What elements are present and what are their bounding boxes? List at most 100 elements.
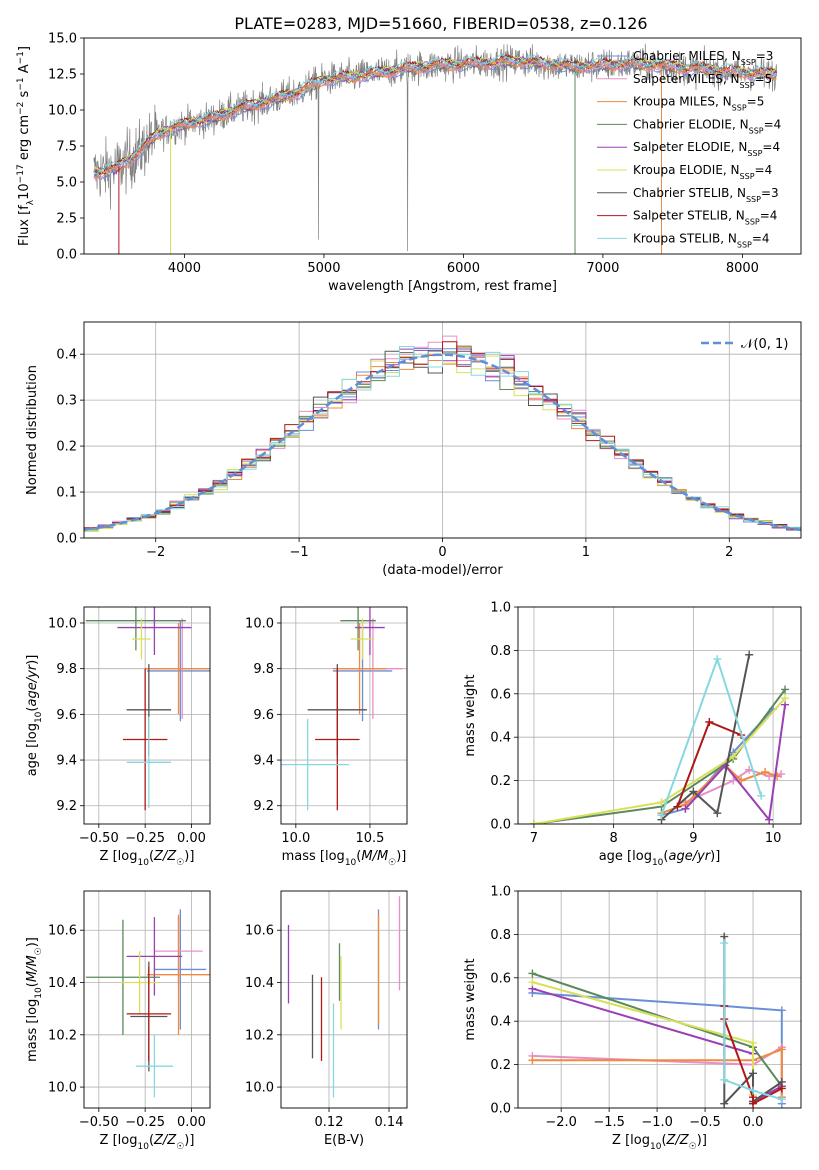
observed-spectrum-line <box>93 43 778 252</box>
y-tick-label: 10.2 <box>245 1028 274 1043</box>
weight-series-line <box>532 1047 783 1098</box>
weight-point-marker <box>729 752 738 761</box>
x-tick-label: 5000 <box>307 261 340 276</box>
y-tick-label: 9.2 <box>56 799 77 814</box>
y-tick-label: 0.6 <box>490 971 511 986</box>
y-axis-label: mass weight <box>463 958 478 1040</box>
weight-series-line <box>533 688 786 824</box>
model-spectrum-line <box>93 53 778 175</box>
weight-point-marker <box>777 1006 786 1015</box>
x-tick-label: −2 <box>146 545 165 560</box>
weight-point-marker <box>729 776 738 785</box>
axes-frame <box>83 606 211 825</box>
axes-frame <box>83 321 802 539</box>
y-tick-label: 12.5 <box>48 68 77 83</box>
model-spectrum-line <box>93 57 777 179</box>
y-tick-label: 10.0 <box>48 104 77 119</box>
legend-entry: Chabrier MILES, NSSP=3 <box>633 49 773 67</box>
plot-area <box>528 932 786 1108</box>
x-tick-label: 7000 <box>586 261 619 276</box>
y-tick-label: 9.4 <box>253 754 274 769</box>
weight-point-marker <box>713 809 722 818</box>
y-tick-label: 1.0 <box>490 601 511 616</box>
y-tick-label: 9.8 <box>253 662 274 677</box>
x-tick-label: 10.0 <box>281 831 310 846</box>
model-spectrum-line <box>93 58 778 181</box>
x-tick-label: −0.25 <box>125 1115 165 1130</box>
y-tick-label: 7.5 <box>56 140 77 155</box>
y-axis-label: Flux [fλ10−17 erg cm−2 s−1 A−1] <box>16 46 36 246</box>
axes-frame <box>280 606 408 825</box>
weight-point-marker <box>761 767 770 776</box>
y-tick-label: 0.1 <box>56 486 77 501</box>
y-tick-label: 0.2 <box>490 774 511 789</box>
plot-area <box>287 896 401 1098</box>
x-tick-label: 0.00 <box>177 831 206 846</box>
x-tick-label: −2.0 <box>545 1115 577 1130</box>
y-tick-label: 10.0 <box>245 1081 274 1096</box>
x-tick-label: −1 <box>290 545 309 560</box>
axes-frame <box>83 37 802 255</box>
y-tick-label: 15.0 <box>48 32 77 47</box>
legend-entry: Salpeter ELODIE, NSSP=4 <box>633 140 780 158</box>
y-tick-label: 1.0 <box>490 885 511 900</box>
weight-point-marker <box>749 1069 758 1078</box>
weight-point-marker <box>745 650 754 659</box>
weight-point-marker <box>781 694 790 703</box>
y-tick-label: 9.8 <box>56 662 77 677</box>
mass-vs-ebv-panel: 0.12 0.14 10.0 10.2 10.4 10.6 E(B-V) <box>245 890 408 1148</box>
y-axis-label: mass [log10(M/M☉)] <box>25 937 44 1062</box>
x-tick-label: −0.50 <box>79 831 119 846</box>
y-tick-label: 10.2 <box>48 1028 77 1043</box>
legend: Chabrier MILES, NSSP=3 Salpeter MILES, NS… <box>597 49 781 249</box>
y-tick-label: 9.6 <box>253 708 274 723</box>
weight-point-marker <box>657 811 666 820</box>
x-tick-label: 9 <box>689 831 697 846</box>
legend-entry: Kroupa STELIB, NSSP=4 <box>633 231 770 249</box>
y-tick-label: 10.4 <box>245 976 274 991</box>
y-tick-label: 0.8 <box>490 644 511 659</box>
x-tick-label: −0.25 <box>125 831 165 846</box>
y-axis-label: age [log10(age/yr)] <box>25 655 44 777</box>
y-tick-label: 0.3 <box>56 394 77 409</box>
legend-entry: Salpeter STELIB, NSSP=4 <box>633 209 777 227</box>
x-axis-label: (data-model)/error <box>382 563 503 578</box>
axes-frame <box>517 890 802 1109</box>
weight-point-marker <box>681 804 690 813</box>
y-axis-label: mass weight <box>463 674 478 756</box>
weight-point-marker <box>673 802 682 811</box>
y-tick-label: 0.4 <box>490 731 511 746</box>
y-tick-label: 0.8 <box>490 928 511 943</box>
weight-point-marker <box>657 798 666 807</box>
x-axis-label: Z [log10(Z/Z☉)] <box>100 1133 195 1152</box>
weight-point-marker <box>720 939 729 948</box>
plot-area <box>529 650 790 824</box>
weight-series-line <box>661 764 778 815</box>
weight-series-line <box>723 943 783 1101</box>
x-tick-label: 0.00 <box>177 1115 206 1130</box>
x-tick-label: 8 <box>610 831 618 846</box>
legend-entry: 𝒩(0, 1) <box>741 337 788 352</box>
histogram-step-line <box>84 346 801 530</box>
normal-reference-curve <box>84 353 801 532</box>
x-tick-label: 0 <box>438 545 446 560</box>
age-vs-metallicity-panel: −0.50 −0.25 0.00 9.2 9.4 9.6 9.8 10.0 Z [log10(Z… <box>25 606 211 868</box>
y-tick-label: 0.0 <box>56 532 77 547</box>
x-axis-label: Z [log10(Z/Z☉)] <box>100 849 195 868</box>
x-tick-label: 0.14 <box>375 1115 404 1130</box>
x-tick-label: −0.5 <box>689 1115 721 1130</box>
weight-point-marker <box>689 787 698 796</box>
x-tick-label: 4000 <box>168 261 201 276</box>
weight-point-marker <box>777 1084 786 1093</box>
x-axis-label: age [log10(age/yr)] <box>599 849 721 868</box>
legend-entry: Chabrier STELIB, NSSP=3 <box>633 186 779 204</box>
y-tick-label: 0.0 <box>490 818 511 833</box>
x-tick-label: 0.0 <box>743 1115 764 1130</box>
y-tick-label: 10.0 <box>48 1081 77 1096</box>
x-tick-label: 1 <box>582 545 590 560</box>
y-tick-label: 0.4 <box>56 348 77 363</box>
weight-point-marker <box>528 1056 537 1065</box>
weight-point-marker <box>757 791 766 800</box>
legend-entry: Chabrier ELODIE, NSSP=4 <box>633 117 781 135</box>
histogram-step-line <box>84 341 801 530</box>
